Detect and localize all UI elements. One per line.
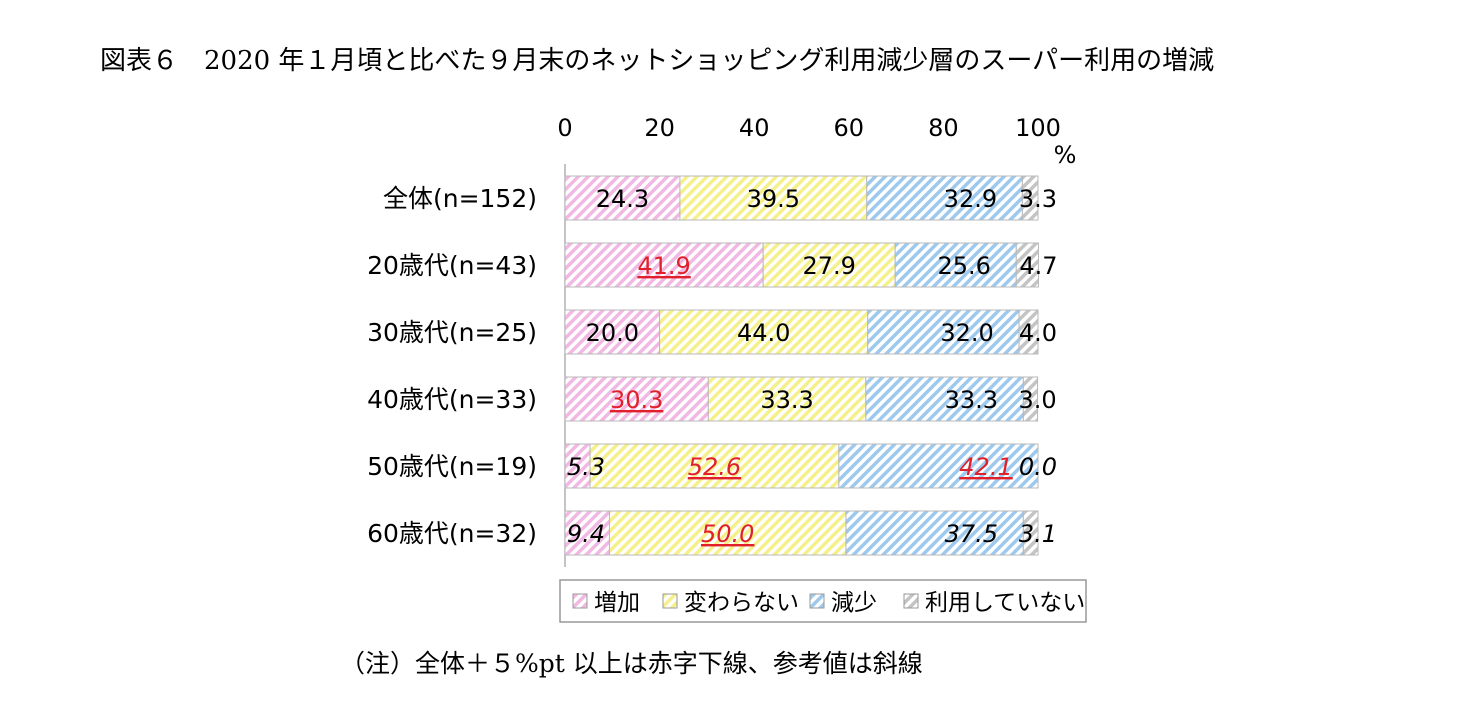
data-label: 25.6 — [938, 252, 991, 280]
data-label: 24.3 — [596, 185, 649, 213]
data-label: 0.0 — [1019, 453, 1057, 481]
legend-swatch — [903, 593, 919, 609]
x-tick-label: 0 — [557, 114, 572, 142]
x-tick-label: 80 — [928, 114, 959, 142]
chart-note: （注）全体＋５%pt 以上は赤字下線、参考値は斜線 — [340, 649, 923, 678]
bar-segment — [1015, 242, 1039, 288]
data-label: 20.0 — [586, 319, 639, 347]
legend-label: 利用していない — [925, 590, 1085, 616]
bar-segment — [1021, 175, 1039, 221]
category-label: 30歳代(n=25) — [367, 318, 537, 347]
data-label: 37.5 — [945, 520, 998, 548]
legend: 増加 変わらない 減少 利用していない — [559, 579, 1087, 623]
bar-segment — [707, 376, 867, 422]
category-label: 全体(n=152) — [383, 184, 537, 213]
data-label: 39.5 — [747, 185, 800, 213]
bar-segment — [564, 309, 661, 355]
bar-segment — [679, 175, 868, 221]
x-axis-unit: % — [1054, 141, 1077, 169]
data-label: 27.9 — [802, 252, 855, 280]
data-label: 50.0 — [701, 520, 754, 548]
legend-label: 減少 — [831, 590, 877, 616]
bar-segment — [564, 175, 681, 221]
bar-segment — [838, 443, 1039, 489]
bar-segment — [865, 376, 1024, 422]
bars-layer — [564, 175, 1039, 556]
data-label: 3.1 — [1019, 520, 1057, 548]
data-label: 44.0 — [737, 319, 790, 347]
category-label: 20歳代(n=43) — [367, 251, 537, 280]
data-label: 4.0 — [1019, 319, 1057, 347]
data-label: 3.0 — [1018, 386, 1056, 414]
bar-segment — [659, 309, 869, 355]
bar-segment — [845, 510, 1024, 556]
x-tick-label: 60 — [834, 114, 865, 142]
data-label: 41.9 — [637, 252, 690, 280]
data-label: 32.0 — [940, 319, 993, 347]
category-label: 50歳代(n=19) — [367, 452, 537, 481]
data-label: 52.6 — [688, 453, 741, 481]
legend-swatch — [572, 593, 588, 609]
data-label: 42.1 — [959, 453, 1012, 481]
x-tick-label: 100 — [1015, 114, 1061, 142]
data-label: 33.3 — [945, 386, 998, 414]
bar-segment — [564, 242, 764, 288]
legend-label: 変わらない — [684, 590, 799, 616]
x-tick-label: 40 — [739, 114, 770, 142]
data-label: 30.3 — [610, 386, 663, 414]
chart-title: 図表６ 2020 年１月頃と比べた９月末のネットショッピング利用減少層のスーパー… — [100, 46, 1215, 76]
data-label: 32.9 — [944, 185, 997, 213]
data-label: 9.4 — [567, 520, 605, 548]
bar-segment — [866, 175, 1023, 221]
bar-segment — [564, 376, 709, 422]
legend-label: 増加 — [594, 590, 640, 616]
category-label: 60歳代(n=32) — [367, 519, 537, 548]
bar-segment — [762, 242, 896, 288]
bar-segment — [867, 309, 1020, 355]
data-label: 5.3 — [567, 453, 605, 481]
category-label: 40歳代(n=33) — [367, 385, 537, 414]
legend-swatch — [809, 593, 825, 609]
data-label: 4.7 — [1019, 252, 1057, 280]
x-tick-label: 20 — [644, 114, 675, 142]
axis-layer: 0 20 40 60 80 100% — [557, 114, 1076, 567]
bar-segment — [608, 510, 847, 556]
bar-segment — [1022, 510, 1039, 556]
labels-layer: 全体(n=152) 24.3 39.5 32.9 3.3 20歳代(n=43) 41.9 27… — [367, 184, 1057, 548]
bar-segment — [1018, 309, 1039, 355]
data-label: 3.3 — [1019, 185, 1057, 213]
legend-swatch — [662, 593, 678, 609]
bar-segment — [1022, 376, 1039, 422]
data-label: 33.3 — [760, 386, 813, 414]
bar-segment — [589, 443, 840, 489]
